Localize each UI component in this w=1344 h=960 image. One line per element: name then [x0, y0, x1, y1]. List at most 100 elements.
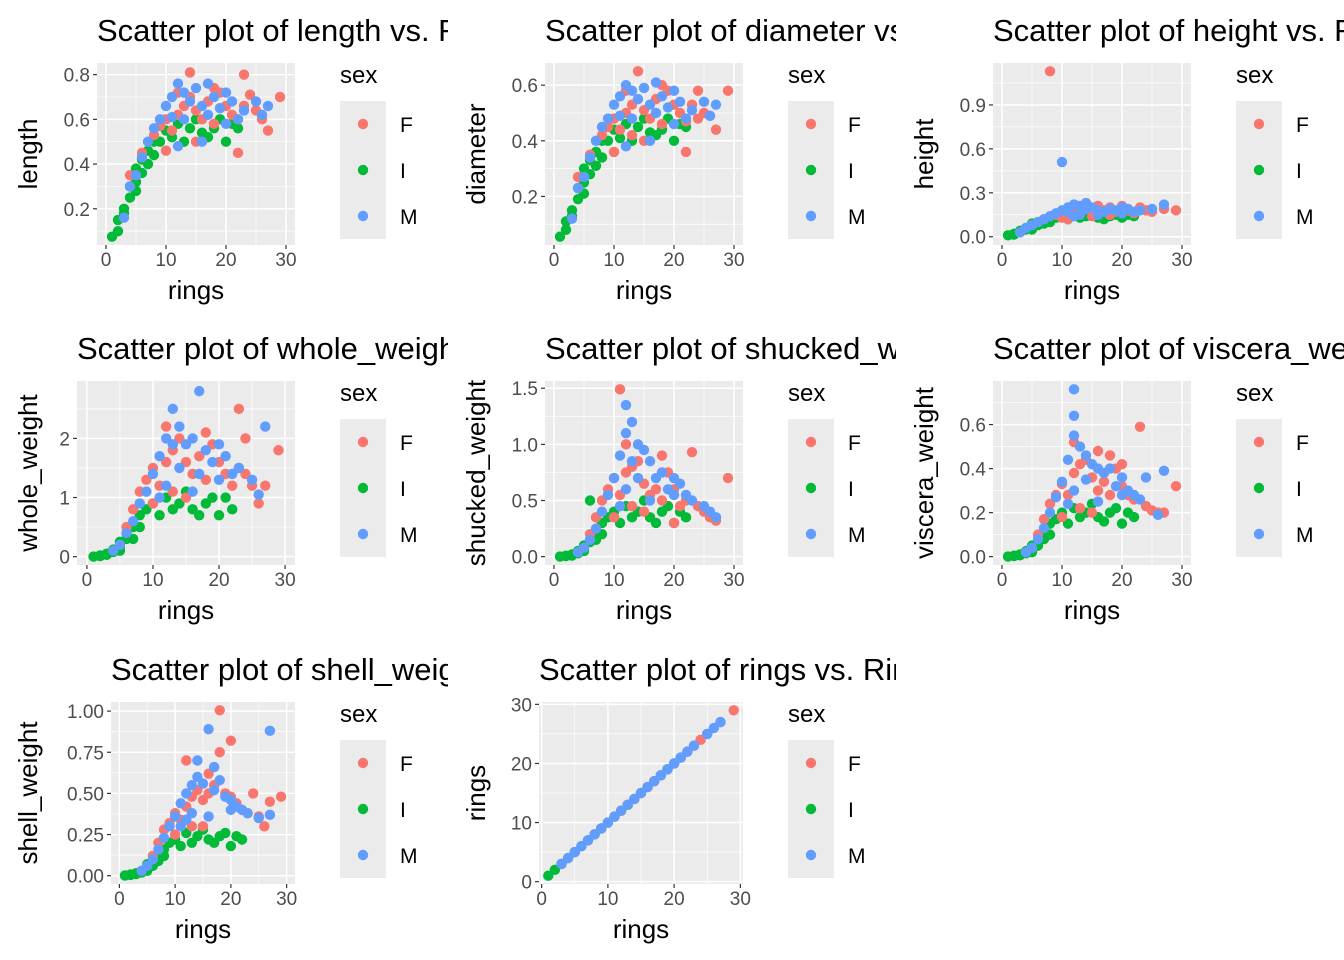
data-point-M: [622, 799, 633, 811]
data-point-M: [620, 484, 632, 495]
data-point-M: [578, 542, 590, 553]
data-point-M: [644, 135, 656, 146]
x-tick-label: 30: [275, 570, 296, 591]
x-tick-label: 0: [82, 570, 93, 591]
x-tick-label: 0: [997, 250, 1008, 271]
y-tick-label: 0.6: [960, 416, 986, 437]
data-point-F: [614, 384, 626, 395]
data-point-M: [1044, 507, 1056, 518]
data-point-F: [1104, 450, 1116, 461]
data-point-M: [226, 96, 238, 107]
data-point-M: [1158, 465, 1170, 476]
legend-label-F: F: [400, 753, 413, 776]
data-point-I: [1098, 516, 1110, 527]
data-point-M: [632, 93, 644, 105]
data-point-M: [220, 118, 232, 130]
data-point-M: [642, 781, 653, 793]
legend-key-F: [805, 118, 817, 130]
data-point-M: [644, 456, 656, 467]
y-tick-label: 1.5: [512, 379, 538, 400]
data-point-M: [264, 725, 276, 737]
data-point-I: [232, 123, 244, 134]
y-axis-label: height: [909, 118, 939, 190]
data-point-M: [668, 758, 680, 769]
data-point-I: [225, 840, 237, 852]
legend-key-M: [357, 528, 369, 540]
data-point-M: [196, 136, 208, 147]
data-point-M: [596, 823, 607, 834]
data-point-M: [233, 462, 245, 474]
data-point-I: [142, 158, 154, 170]
chart-title: Scatter plot of whole_weight vs. Rings: [77, 331, 601, 366]
data-point-M: [202, 78, 214, 89]
data-point-M: [704, 110, 716, 121]
panel-content: 0 10 20 30 0.00 0.25 0.50 0.75 1.00 rings shell_we…: [13, 652, 448, 944]
data-point-F: [273, 445, 284, 456]
data-point-I: [236, 834, 248, 845]
data-point-F: [620, 439, 632, 450]
data-point-I: [175, 840, 186, 852]
data-point-M: [710, 99, 722, 110]
data-point-M: [629, 793, 640, 805]
y-axis-label: shucked_weight: [461, 379, 491, 566]
data-point-M: [590, 135, 602, 146]
data-point-M: [190, 82, 202, 94]
chart-title: Scatter plot of viscera_weight vs. Rings: [993, 331, 1344, 366]
data-point-M: [208, 761, 220, 773]
data-point-M: [638, 82, 650, 94]
data-point-M: [602, 113, 614, 124]
y-tick-label: 0.2: [64, 200, 90, 221]
data-point-M: [1152, 509, 1164, 521]
panel-content: 0 10 20 30 0.0 0.5 1.0 1.5 rings shucked_weight Sc…: [461, 331, 896, 625]
y-tick-label: 0.6: [960, 140, 986, 161]
legend-label-I: I: [400, 160, 406, 183]
y-tick-label: 0: [521, 873, 532, 894]
data-point-M: [220, 450, 231, 462]
data-point-F: [1044, 498, 1056, 510]
data-point-I: [668, 135, 680, 146]
data-point-M: [121, 527, 132, 539]
y-axis-label: rings: [461, 765, 491, 821]
data-point-M: [142, 136, 154, 147]
legend-title: sex: [340, 701, 377, 728]
data-point-M: [154, 450, 165, 462]
data-point-M: [238, 105, 250, 116]
data-point-I: [1062, 518, 1074, 529]
data-point-M: [688, 740, 700, 751]
data-point-I: [680, 512, 692, 523]
data-point-M: [1116, 489, 1128, 501]
x-tick-label: 10: [165, 889, 186, 910]
point-layer: [554, 384, 734, 562]
legend-key-I: [1253, 164, 1265, 176]
data-point-M: [166, 111, 178, 123]
x-axis-label: rings: [613, 914, 669, 944]
data-point-M: [213, 474, 225, 485]
data-point-F: [1092, 485, 1104, 496]
x-tick-label: 20: [220, 889, 241, 910]
y-tick-label: 1.00: [67, 702, 104, 723]
data-point-M: [200, 445, 212, 456]
data-point-M: [194, 385, 205, 397]
data-point-F: [232, 147, 244, 159]
data-point-M: [602, 489, 614, 501]
y-tick-label: 0.0: [960, 548, 986, 569]
data-point-M: [1050, 492, 1062, 503]
data-point-M: [576, 840, 587, 852]
data-point-M: [167, 439, 178, 450]
data-point-M: [615, 805, 627, 816]
data-point-M: [172, 140, 184, 152]
data-point-F: [680, 146, 692, 158]
data-point-F: [1086, 507, 1098, 518]
data-point-M: [1062, 454, 1074, 465]
legend-key-F: [805, 757, 817, 769]
data-point-M: [250, 96, 262, 107]
legend-key-I: [357, 164, 369, 176]
x-tick-label: 0: [997, 570, 1008, 591]
data-point-F: [238, 69, 250, 80]
legend-key-F: [1253, 118, 1265, 130]
data-point-M: [589, 829, 600, 840]
data-point-M: [225, 804, 237, 816]
legend-title: sex: [1236, 62, 1273, 89]
data-point-M: [715, 716, 726, 728]
chart-panel-5: 0 10 20 30 0.0 0.5 1.0 1.5 rings shucked_weight Sc…: [461, 331, 896, 625]
